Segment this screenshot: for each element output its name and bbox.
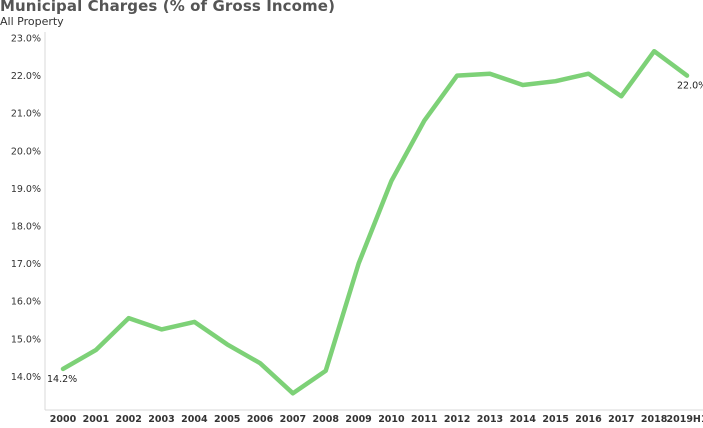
y-tick-label: 21.0%	[11, 109, 41, 120]
y-tick-label: 15.0%	[11, 334, 41, 345]
x-tick-label: 2016	[575, 414, 602, 425]
x-tick-label: 2001	[83, 414, 109, 425]
x-tick-label: 2009	[345, 414, 371, 425]
y-tick-label: 17.0%	[11, 259, 41, 270]
y-axis-ticks: 14.0% 15.0% 16.0% 17.0% 18.0% 19.0% 20.0% 21.0%…	[11, 34, 41, 383]
series-layer	[60, 48, 690, 396]
y-tick-label: 23.0%	[11, 34, 41, 45]
data-label: 22.0%	[677, 81, 703, 92]
series-line	[60, 48, 690, 396]
x-tick-label: 2004	[181, 414, 208, 425]
x-tick-label: 2010	[378, 414, 405, 425]
x-tick-label: 2003	[148, 414, 174, 425]
x-tick-label: 2012	[444, 414, 470, 425]
y-tick-label: 14.0%	[11, 372, 41, 383]
x-tick-label: 2002	[115, 414, 141, 425]
chart-subtitle: All Property	[0, 15, 64, 28]
y-tick-label: 22.0%	[11, 71, 41, 82]
x-tick-label: 2013	[477, 414, 503, 425]
y-tick-label: 16.0%	[11, 297, 41, 308]
x-tick-label: 2006	[247, 414, 274, 425]
y-tick-label: 19.0%	[11, 184, 41, 195]
x-tick-label: 2005	[214, 414, 240, 425]
x-tick-label: 2015	[542, 414, 568, 425]
x-tick-label: 2014	[510, 414, 537, 425]
x-tick-label: 2018	[641, 414, 668, 425]
data-labels: 14.2% 22.0%	[47, 81, 703, 385]
chart-title: Municipal Charges (% of Gross Income)	[0, 0, 336, 15]
axes	[44, 32, 703, 411]
x-tick-label: 2008	[313, 414, 340, 425]
data-label: 14.2%	[47, 374, 77, 385]
x-tick-label: 2000	[50, 414, 77, 425]
x-tick-label: 2007	[280, 414, 306, 425]
y-tick-label: 18.0%	[11, 222, 41, 233]
x-tick-label: 2017	[608, 414, 634, 425]
y-tick-label: 20.0%	[11, 146, 41, 157]
x-axis-ticks: 2000 2001 2002 2003 2004 2005 2006 2007 2008 2009…	[50, 414, 703, 425]
x-tick-label: 2011	[411, 414, 437, 425]
